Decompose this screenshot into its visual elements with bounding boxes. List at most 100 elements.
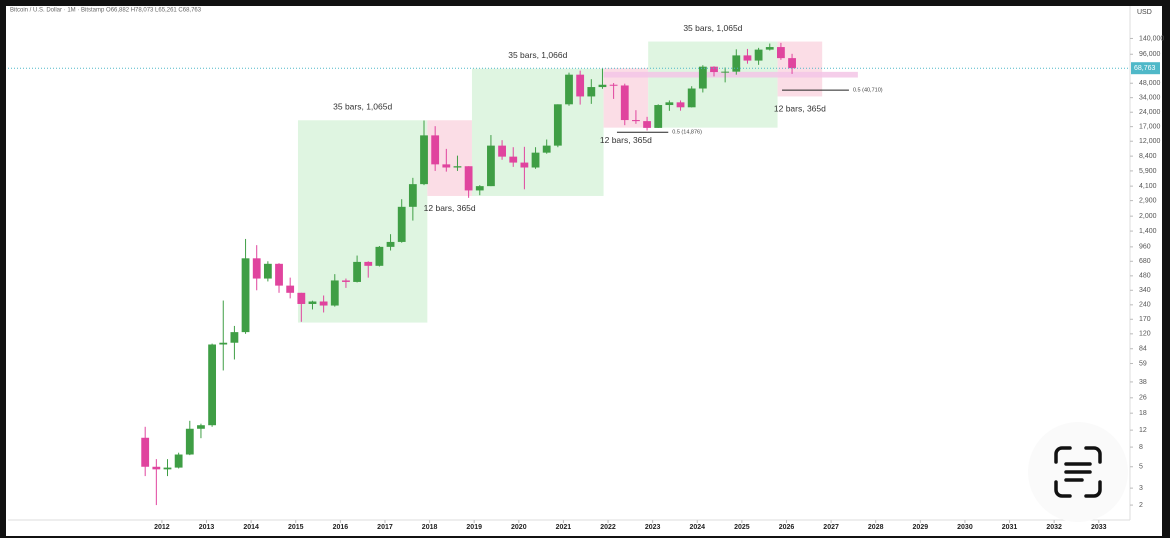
lens-icon <box>1054 446 1102 498</box>
x-tick-label: 2028 <box>868 524 884 531</box>
x-tick-label: 2019 <box>466 524 482 531</box>
candle-body <box>308 301 317 304</box>
candle-body <box>732 55 741 72</box>
candle-body <box>453 166 462 168</box>
candle-body <box>665 102 674 106</box>
candle-body <box>197 425 205 429</box>
y-tick-label: 8,400 <box>1139 153 1157 160</box>
y-tick-label: 680 <box>1139 258 1151 265</box>
x-tick-label: 2017 <box>377 524 393 531</box>
candle-body <box>609 84 618 86</box>
y-tick-label: 18 <box>1139 410 1147 417</box>
box-label: 12 bars, 365d <box>600 135 652 145</box>
candle-body <box>654 105 663 128</box>
candle-body <box>185 428 194 455</box>
candle-body <box>241 258 250 333</box>
x-tick-label: 2026 <box>779 524 795 531</box>
x-tick-label: 2031 <box>1002 524 1018 531</box>
candle-body <box>252 258 261 279</box>
box-label: 12 bars, 365d <box>774 104 826 114</box>
y-tick-label: 48,000 <box>1139 80 1161 87</box>
candle-body <box>152 466 161 470</box>
candle-body <box>743 55 752 61</box>
candle-body <box>777 47 785 59</box>
y-tick-label: 170 <box>1139 316 1151 323</box>
y-axis-label: USD <box>1137 9 1152 16</box>
x-tick-label: 2020 <box>511 524 527 531</box>
candle-body <box>397 206 406 242</box>
candle-body <box>364 261 373 266</box>
y-tick-label: 4,100 <box>1139 183 1157 190</box>
candle-body <box>208 344 217 426</box>
candle-body <box>219 342 228 345</box>
y-tick-label: 84 <box>1139 346 1147 353</box>
y-tick-label: 34,000 <box>1139 94 1161 101</box>
y-tick-label: 240 <box>1139 302 1151 309</box>
x-tick-label: 2018 <box>422 524 438 531</box>
x-tick-label: 2023 <box>645 524 661 531</box>
candle-body <box>487 145 495 187</box>
last-price-tag <box>1131 62 1160 75</box>
candle-body <box>598 84 607 88</box>
x-tick-label: 2014 <box>243 524 259 531</box>
y-tick-label: 120 <box>1139 331 1151 338</box>
x-tick-label: 2024 <box>689 524 705 531</box>
level-label: 0.5 (14,876) <box>672 130 702 136</box>
y-tick-label: 17,000 <box>1139 123 1161 130</box>
lens-icon <box>1064 462 1092 482</box>
box-label: 35 bars, 1,065d <box>333 102 392 112</box>
y-tick-label: 59 <box>1139 360 1147 367</box>
y-tick-label: 2,000 <box>1139 213 1157 220</box>
y-tick-label: 3 <box>1139 485 1143 492</box>
candle-body <box>553 104 562 146</box>
chart-title: Bitcoin / U.S. Dollar · 1M · Bitstamp O6… <box>10 8 202 14</box>
y-tick-label: 26 <box>1139 395 1147 402</box>
candle-body <box>163 467 172 470</box>
y-tick-label: 340 <box>1139 287 1151 294</box>
candle-body <box>710 66 718 73</box>
candle-body <box>420 135 428 185</box>
candle-body <box>386 241 395 247</box>
candle-body <box>174 454 183 468</box>
candle-body <box>643 121 651 128</box>
y-tick-label: 480 <box>1139 273 1151 280</box>
candle-body <box>275 263 283 286</box>
candle-body <box>375 246 384 266</box>
candle-body <box>442 164 451 168</box>
candle-body <box>498 145 506 157</box>
x-tick-label: 2012 <box>154 524 170 531</box>
y-tick-label: 5,900 <box>1139 168 1157 175</box>
price-band <box>603 71 858 78</box>
y-tick-label: 2 <box>1139 502 1143 509</box>
y-tick-label: 96,000 <box>1139 51 1161 58</box>
candle-body <box>698 66 707 89</box>
box-label: 12 bars, 365d <box>424 203 476 213</box>
candle-body <box>620 85 629 121</box>
last-price-label: 68,763 <box>1134 65 1156 72</box>
candle-body <box>475 186 484 191</box>
candle-body <box>565 74 573 105</box>
x-tick-label: 2029 <box>913 524 929 531</box>
y-tick-label: 24,000 <box>1139 109 1161 116</box>
candle-body <box>342 280 350 282</box>
y-tick-label: 12 <box>1139 427 1147 434</box>
y-tick-label: 2,900 <box>1139 197 1157 204</box>
projection-box <box>777 41 823 97</box>
y-tick-label: 12,000 <box>1139 138 1161 145</box>
lens-button[interactable] <box>1028 422 1128 522</box>
candle-body <box>319 301 328 306</box>
box-label: 35 bars, 1,065d <box>683 23 742 33</box>
x-tick-label: 2021 <box>556 524 572 531</box>
x-tick-label: 2022 <box>600 524 616 531</box>
box-label: 35 bars, 1,066d <box>508 50 567 60</box>
x-tick-label: 2030 <box>957 524 973 531</box>
candle-body <box>765 47 774 50</box>
candle-body <box>687 88 696 108</box>
candle-body <box>330 280 339 306</box>
x-tick-label: 2013 <box>199 524 215 531</box>
y-tick-label: 140,000 <box>1139 35 1164 42</box>
candle-body <box>408 184 417 207</box>
candle-body <box>632 120 640 122</box>
candle-body <box>520 162 529 168</box>
candle-body <box>576 74 585 97</box>
